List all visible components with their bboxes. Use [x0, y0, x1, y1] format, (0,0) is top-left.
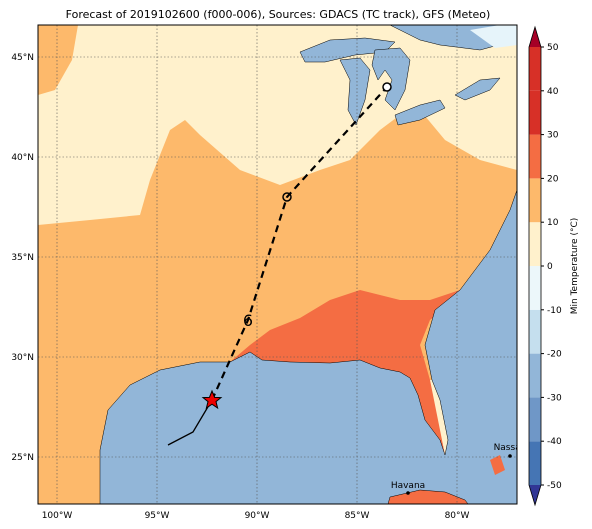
lon-label: 85°W	[345, 511, 370, 521]
colorbar-label: Min Temperature (°C)	[570, 218, 580, 315]
lon-label: 95°W	[145, 511, 170, 521]
lat-label: 45°N	[11, 53, 34, 63]
colorbar-tick-label: 10	[547, 218, 559, 228]
colorbar-arrow	[529, 485, 541, 505]
place-label: Havana	[391, 481, 425, 491]
lon-label: 80°W	[445, 511, 470, 521]
colorbar-band	[529, 222, 541, 266]
place-label: Nassau	[494, 443, 527, 453]
colorbar-tick-label: -20	[547, 350, 562, 360]
lat-label: 40°N	[11, 153, 34, 163]
svg-text:6: 6	[243, 311, 253, 330]
colorbar-tick-label: 0	[547, 262, 553, 272]
lon-label: 100°W	[42, 511, 73, 521]
colorbar-band	[529, 134, 541, 179]
colorbar-tick-label: 20	[547, 174, 559, 184]
colorbar-tick-label: 40	[547, 87, 559, 97]
colorbar-band	[529, 397, 541, 442]
colorbar-tick-label: -10	[547, 306, 562, 316]
colorbar-band	[529, 90, 541, 135]
colorbar-tick-label: 50	[547, 43, 559, 53]
title: Forecast of 2019102600 (f000-006), Sourc…	[66, 8, 491, 21]
colorbar-tick-label: -30	[547, 393, 562, 403]
colorbar-band	[529, 47, 541, 91]
colorbar-band	[529, 266, 541, 310]
colorbar-tick-label: -40	[547, 437, 562, 447]
colorbar-arrow	[529, 27, 541, 47]
map: 6 Nassau Havana	[38, 25, 527, 504]
colorbar-band	[529, 178, 541, 223]
colorbar: -50 -40 -30 -20 -10 0 10 20 30 40 50	[528, 25, 562, 507]
lat-label: 30°N	[11, 353, 34, 363]
lat-label: 35°N	[11, 253, 34, 263]
colorbar-tick-label: -50	[547, 481, 562, 491]
colorbar-band	[529, 309, 541, 354]
colorbar-band	[529, 441, 541, 485]
lon-label: 90°W	[245, 511, 270, 521]
lat-label: 25°N	[11, 453, 34, 463]
colorbar-band	[529, 353, 541, 398]
colorbar-tick-label: 30	[547, 131, 559, 141]
